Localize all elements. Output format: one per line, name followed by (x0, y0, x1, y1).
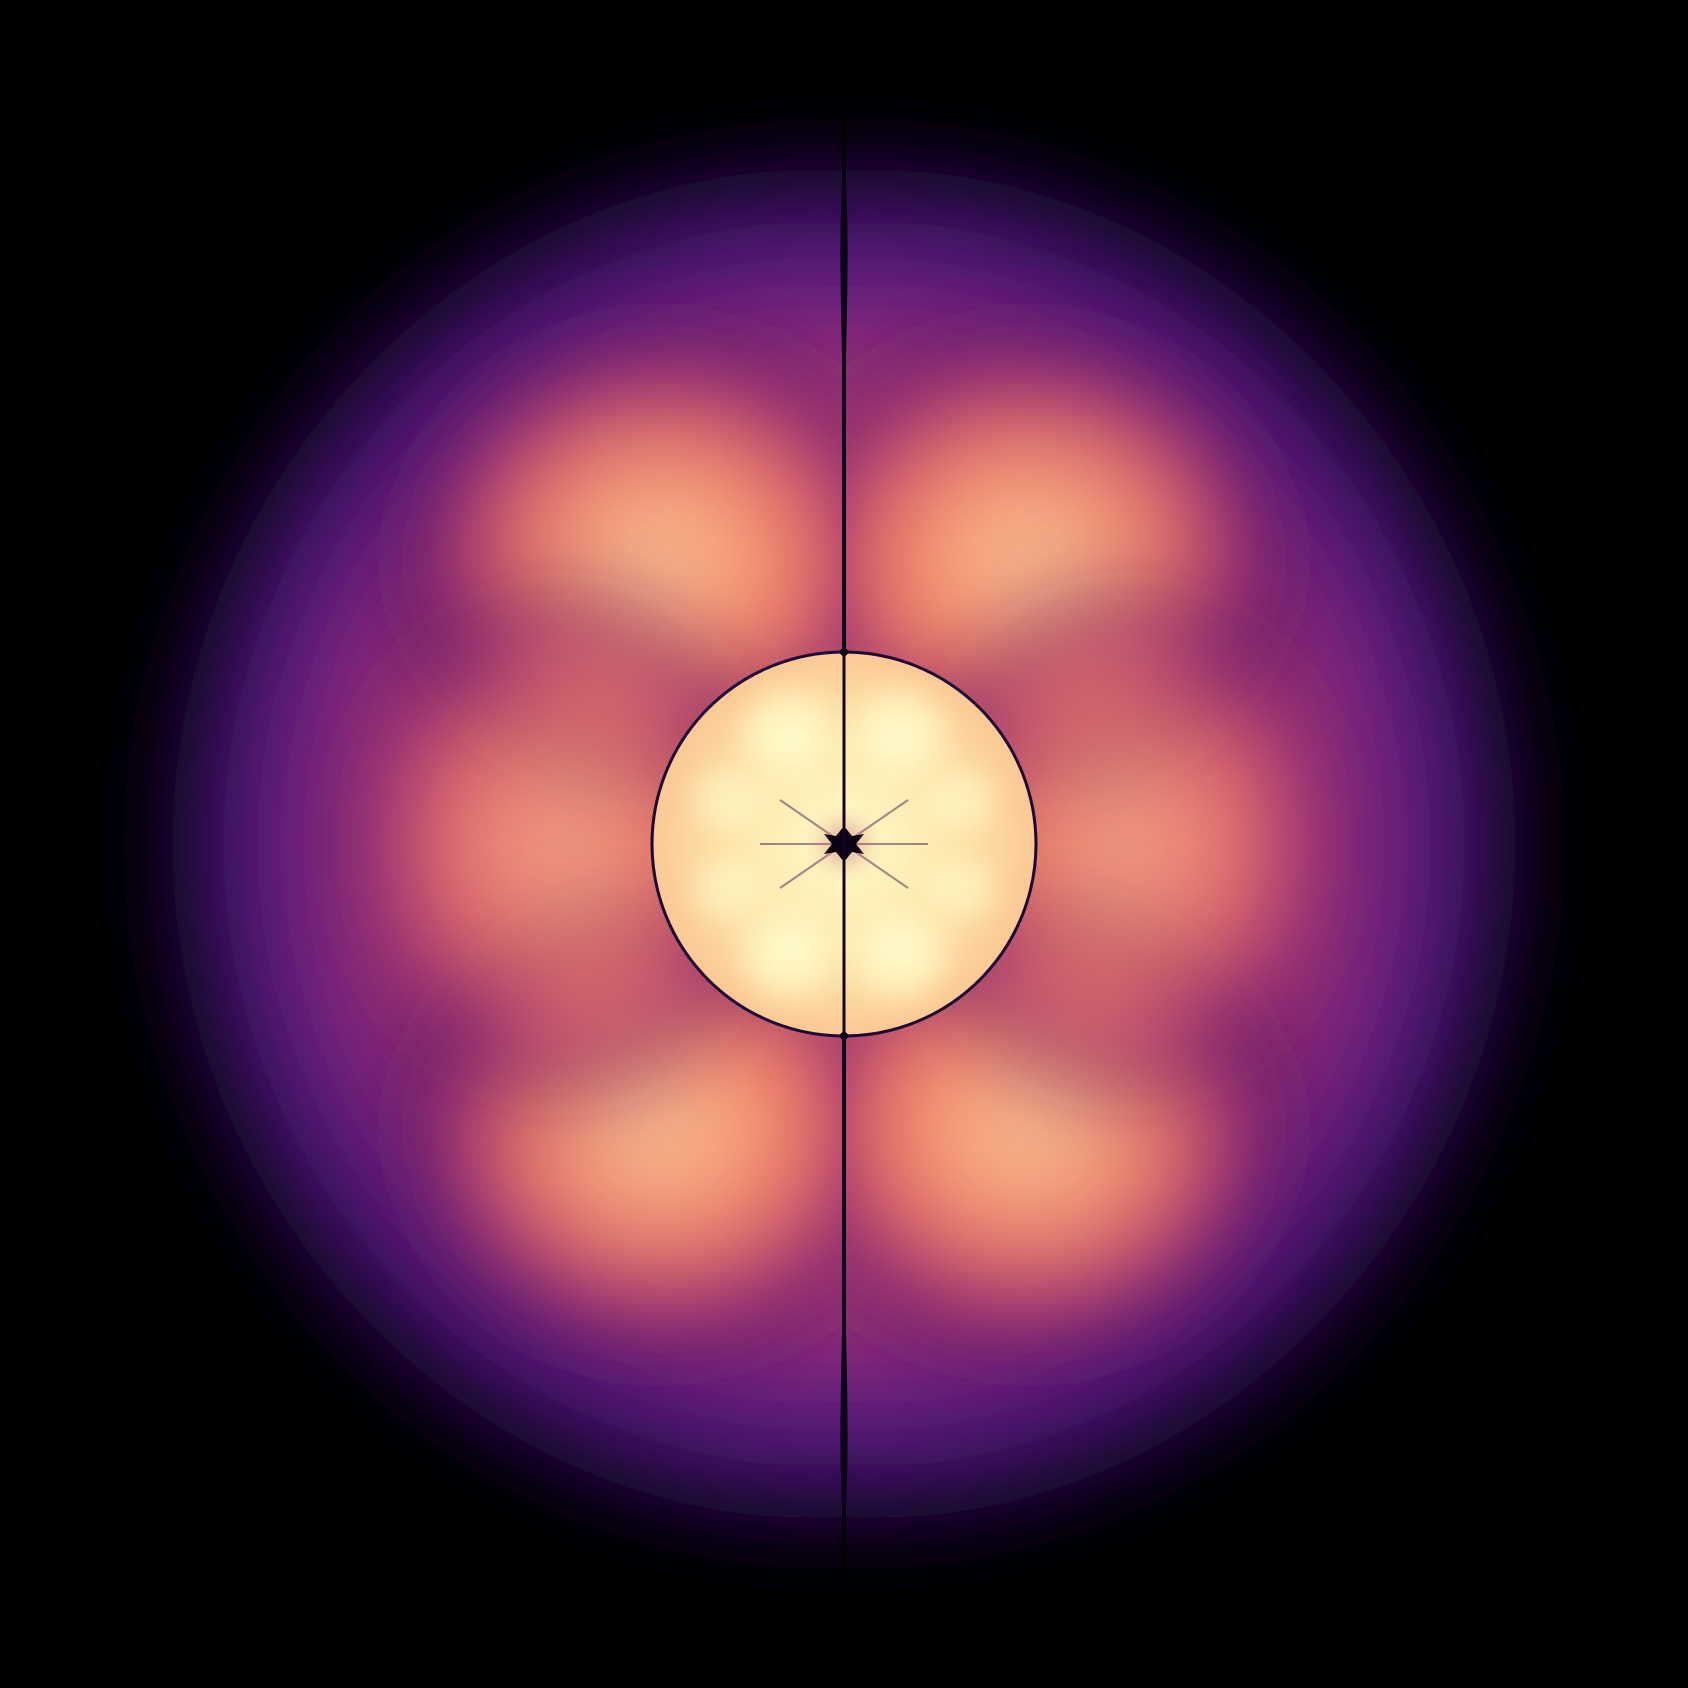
bottom-junction (840, 1032, 848, 1040)
right-outer-lobe (846, 124, 1558, 1564)
top-junction (840, 648, 848, 656)
vertical-nodal-plane (840, 150, 848, 1538)
left-outer-lobe (130, 124, 842, 1564)
